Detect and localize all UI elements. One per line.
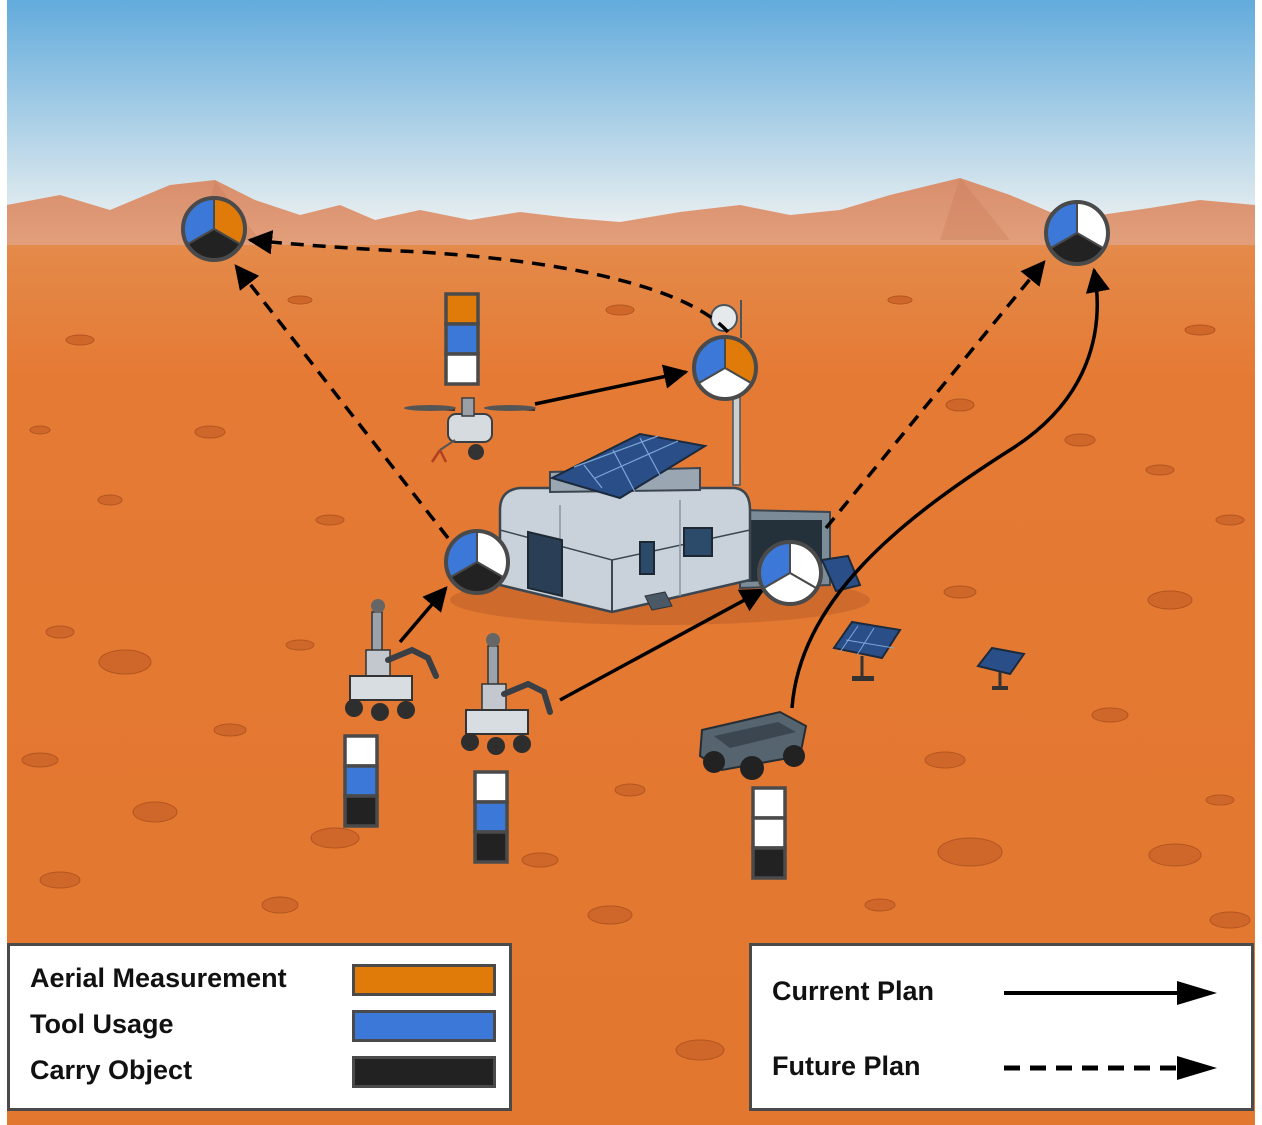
capability-slot [473, 830, 509, 864]
legend-label-future-plan: Future Plan [772, 1051, 921, 1081]
capability-legend: Aerial Measurement Tool Usage Carry Obje… [7, 943, 512, 1111]
capability-bar-rover-2 [473, 770, 509, 864]
capability-bar-drone [444, 292, 480, 386]
task-node-ring [444, 529, 510, 595]
solar-panel [832, 620, 902, 681]
capability-slot [444, 352, 480, 386]
legend-swatch-aerial-measurement [352, 964, 496, 996]
legend-label-tool-usage: Tool Usage [30, 1009, 174, 1039]
rover-arm-robot-icon [461, 633, 553, 755]
habitat-building [450, 300, 870, 625]
antenna-mast [732, 394, 741, 486]
capability-slot [751, 786, 787, 820]
transport-cart-icon [698, 710, 808, 780]
legend-solid-arrow [1004, 981, 1217, 1005]
task-node-far-right [1044, 200, 1110, 266]
task-node-ring [692, 335, 758, 401]
current-plan-cart-to-far-right [790, 267, 1111, 709]
future-plan-habitat-right-to-far-right [824, 260, 1046, 530]
task-node-habitat-right [757, 540, 823, 606]
current-plan-drone-to-antenna [534, 364, 689, 406]
legend-swatch-tool-usage [352, 1010, 496, 1042]
future-plan-antenna-to-far-left [247, 230, 730, 334]
capability-slot [343, 734, 379, 768]
roof-solar-panel [549, 432, 708, 500]
task-node-ring [181, 196, 247, 262]
task-node-ring [1044, 200, 1110, 266]
quadcopter-drone-icon [404, 397, 536, 463]
capability-slot [444, 292, 480, 326]
capability-slot [343, 794, 379, 828]
legend-label-current-plan: Current Plan [772, 976, 935, 1006]
plan-legend: Current Plan Future Plan [749, 943, 1254, 1111]
task-node-antenna [692, 335, 758, 401]
legend-label-aerial-measurement: Aerial Measurement [30, 963, 287, 993]
legend-swatch-carry-object [352, 1056, 496, 1088]
mountain-range [7, 178, 1255, 250]
task-nodes [181, 196, 1110, 606]
capability-slot [751, 846, 787, 880]
robot-capability-bars [343, 292, 787, 880]
capability-slot [473, 770, 509, 804]
capability-slot [473, 800, 509, 834]
capability-slot [343, 764, 379, 798]
task-node-habitat-left [444, 529, 510, 595]
legend-label-carry-object: Carry Object [30, 1055, 193, 1085]
solar-panel-small [976, 646, 1026, 690]
future-plan-habitat-left-to-far-left [234, 264, 450, 540]
task-node-far-left [181, 196, 247, 262]
task-node-ring [757, 540, 823, 606]
capability-bar-rover-1 [343, 734, 379, 828]
current-plan-rover1-to-habitat-left [398, 586, 448, 644]
current-plan-arrows [398, 267, 1111, 709]
legend-dashed-arrow [1004, 1056, 1217, 1080]
rocks [21, 295, 1251, 1061]
capability-slot [751, 816, 787, 850]
future-plan-arrows [234, 230, 1046, 540]
rover-arm-robot-icon [345, 599, 439, 721]
capability-slot [444, 322, 480, 356]
capability-bar-cart [751, 786, 787, 880]
current-plan-rover2-to-habitat-right [559, 588, 766, 702]
